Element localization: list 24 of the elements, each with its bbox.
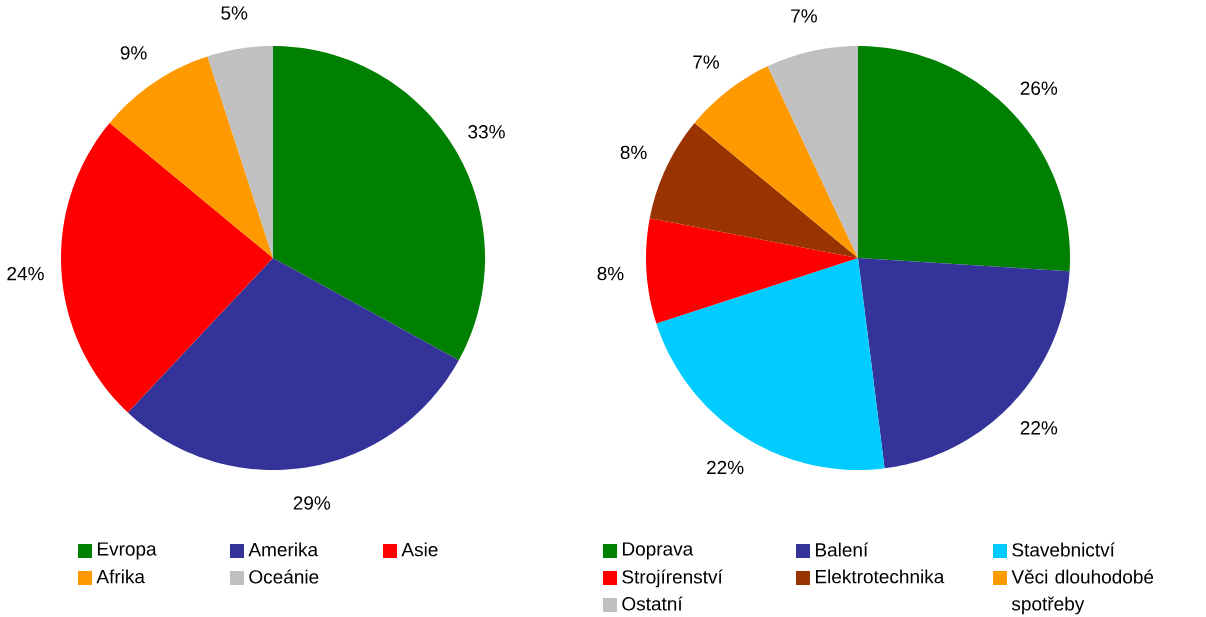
legend-label: Věci dlouhodobé spotřeby <box>1011 569 1154 615</box>
data-label: 8% <box>597 266 624 281</box>
legend-label: Balení <box>815 542 869 557</box>
data-label: 22% <box>1020 421 1058 435</box>
legend-label: Stavebnictví <box>1012 542 1115 557</box>
data-label: 24% <box>7 266 44 281</box>
legend-label: Oceánie <box>249 569 319 584</box>
data-label: 33% <box>468 125 505 139</box>
data-label: 5% <box>221 6 248 20</box>
data-label: 29% <box>293 496 331 510</box>
legend-label: Elektrotechnika <box>815 569 945 584</box>
data-label: 26% <box>1020 81 1058 95</box>
data-label: 9% <box>120 46 147 60</box>
data-label: 7% <box>791 9 817 23</box>
data-label: 8% <box>620 145 647 160</box>
legend-label: Asie <box>401 542 438 557</box>
legend-label: Ostatní <box>622 596 683 611</box>
legend-label: Strojírenství <box>622 569 723 588</box>
data-label: 22% <box>707 460 744 475</box>
legend-label: Doprava <box>622 542 694 560</box>
legend-label: Afrika <box>96 569 145 584</box>
legend-label: Evropa <box>97 542 157 560</box>
data-label: 7% <box>693 55 720 69</box>
legend-label: Amerika <box>248 542 319 557</box>
